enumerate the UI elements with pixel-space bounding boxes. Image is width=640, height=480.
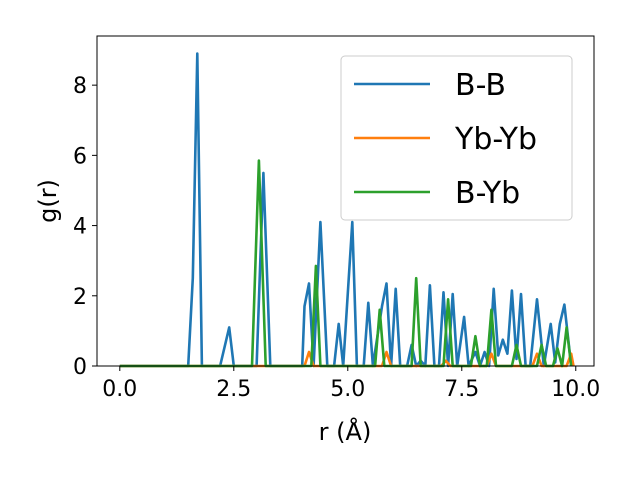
y-axis-ticks: 0 2 4 6 8 (73, 74, 97, 380)
x-tick-label: 0.0 (102, 377, 137, 402)
y-tick-label: 0 (73, 355, 87, 380)
legend-label-yb-yb: Yb-Yb (454, 122, 537, 157)
x-tick-label: 5.0 (330, 377, 365, 402)
legend-label-b-b: B-B (455, 68, 506, 103)
axes-frame (96, 35, 595, 367)
x-axis-ticks: 0.0 2.5 5.0 7.5 10.0 (102, 366, 600, 402)
x-tick-label: 7.5 (444, 377, 479, 402)
y-tick-label: 2 (73, 285, 87, 310)
y-tick-label: 4 (73, 215, 87, 240)
legend-label-b-yb: B-Yb (455, 176, 520, 211)
y-axis-label: g(r) (34, 179, 62, 223)
y-tick-label: 8 (73, 74, 87, 99)
x-tick-label: 2.5 (216, 377, 251, 402)
legend: B-B Yb-Yb B-Yb (340, 55, 573, 221)
x-axis-label: r (Å) (319, 417, 372, 446)
x-tick-label: 10.0 (551, 377, 600, 402)
y-tick-label: 6 (73, 144, 87, 169)
legend-box (340, 55, 573, 221)
